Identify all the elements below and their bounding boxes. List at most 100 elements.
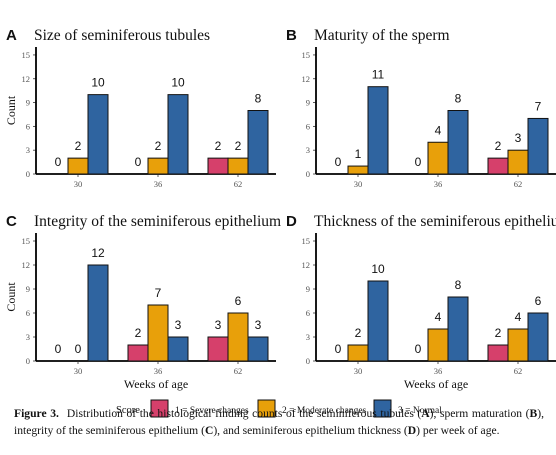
panel-label: C xyxy=(6,213,17,230)
bar-moderate xyxy=(147,157,169,175)
data-label: 3 xyxy=(515,131,522,145)
bar-severe xyxy=(127,344,149,362)
legend-swatch-moderate xyxy=(257,399,276,418)
y-tick-label: 6 xyxy=(306,308,310,318)
bar-severe xyxy=(487,344,509,362)
data-label: 10 xyxy=(171,76,185,90)
bar-normal xyxy=(167,94,189,175)
legend-swatch-normal xyxy=(373,399,392,418)
caption-text-2: ), sperm maturation ( xyxy=(429,407,530,420)
data-label: 0 xyxy=(135,155,142,169)
data-label: 0 xyxy=(415,155,422,169)
y-tick-label: 15 xyxy=(22,50,31,60)
data-label: 6 xyxy=(535,294,542,308)
data-label: 0 xyxy=(55,155,62,169)
y-tick-label: 0 xyxy=(306,356,310,366)
x-tick-label: 62 xyxy=(514,366,523,376)
x-tick-label: 30 xyxy=(354,366,363,376)
legend-item-moderate: 2 = Moderate changes xyxy=(282,406,367,416)
y-tick-label: 9 xyxy=(306,98,310,108)
bar-moderate xyxy=(507,149,529,175)
bar-moderate xyxy=(347,344,369,362)
data-label: 0 xyxy=(55,342,62,356)
legend-item-normal: 3 = Normal xyxy=(398,406,442,416)
y-tick-label: 9 xyxy=(26,98,30,108)
data-label: 8 xyxy=(455,278,462,292)
y-tick-label: 9 xyxy=(306,284,310,294)
legend-swatch-severe xyxy=(150,399,169,418)
legend-title: Score xyxy=(116,405,140,416)
panel-label: B xyxy=(286,27,297,44)
bar-moderate xyxy=(147,304,169,362)
bar-normal xyxy=(167,336,189,362)
x-tick-label: 36 xyxy=(154,366,163,376)
caption-text-3: ), integrity of the seminiferous epithel… xyxy=(14,407,544,438)
data-label: 0 xyxy=(75,342,82,356)
bar-normal xyxy=(447,296,469,362)
panel-title: Thickness of the seminiferous epithelium xyxy=(314,213,556,230)
bar-moderate xyxy=(347,165,369,175)
x-tick-label: 36 xyxy=(434,366,443,376)
x-tick-label: 62 xyxy=(234,366,243,376)
data-label: 3 xyxy=(175,318,182,332)
data-label: 2 xyxy=(215,139,222,153)
data-label: 2 xyxy=(495,139,502,153)
x-tick-label: 36 xyxy=(434,179,443,189)
panel-title: Maturity of the sperm xyxy=(314,27,450,44)
bar-severe xyxy=(487,157,509,175)
y-tick-label: 6 xyxy=(26,121,30,131)
x-tick-label: 30 xyxy=(74,179,83,189)
legend-item-severe: 1 = Severe changes xyxy=(175,406,249,416)
caption-label: Figure 3. xyxy=(14,407,59,420)
y-tick-label: 12 xyxy=(22,260,31,270)
bar-normal xyxy=(247,336,269,362)
data-label: 3 xyxy=(215,318,222,332)
y-tick-label: 12 xyxy=(302,260,311,270)
panel-title: Size of seminiferous tubules xyxy=(34,27,210,44)
y-tick-label: 15 xyxy=(22,236,31,246)
bar-moderate xyxy=(67,157,89,175)
data-label: 10 xyxy=(371,262,385,276)
bar-severe xyxy=(207,336,229,362)
y-tick-label: 15 xyxy=(302,236,311,246)
bar-normal xyxy=(447,110,469,175)
x-axis-label: Weeks of age xyxy=(124,377,188,391)
y-axis-label: Count xyxy=(4,282,18,312)
bar-normal xyxy=(527,312,549,362)
data-label: 2 xyxy=(155,139,162,153)
data-label: 0 xyxy=(415,342,422,356)
data-label: 8 xyxy=(455,92,462,106)
data-label: 7 xyxy=(535,99,542,113)
y-tick-label: 0 xyxy=(306,169,310,179)
y-tick-label: 15 xyxy=(302,50,311,60)
y-tick-label: 0 xyxy=(26,169,30,179)
data-label: 10 xyxy=(91,76,105,90)
data-label: 12 xyxy=(91,246,105,260)
bar-moderate xyxy=(227,157,249,175)
y-axis-label: Count xyxy=(4,95,18,125)
data-label: 4 xyxy=(435,310,442,324)
caption-ref-b: B xyxy=(529,407,538,420)
data-label: 11 xyxy=(372,68,385,82)
figure-caption: Figure 3. Distribution of the histologica… xyxy=(14,405,544,440)
bar-moderate xyxy=(507,328,529,362)
y-tick-label: 6 xyxy=(306,121,310,131)
data-label: 4 xyxy=(435,123,442,137)
caption-ref-c: C xyxy=(204,424,214,438)
data-label: 6 xyxy=(235,294,242,308)
caption-ref-a: A xyxy=(421,407,430,420)
bar-moderate xyxy=(427,141,449,175)
panel-title: Integrity of the seminiferous epithelium xyxy=(34,213,281,230)
y-tick-label: 3 xyxy=(26,332,30,342)
y-tick-label: 3 xyxy=(306,332,310,342)
panel-label: A xyxy=(6,27,17,44)
data-label: 2 xyxy=(75,139,82,153)
y-tick-label: 3 xyxy=(306,145,310,155)
x-axis-label: Weeks of age xyxy=(404,377,468,391)
bar-moderate xyxy=(227,312,249,362)
caption-ref-d: D xyxy=(407,424,417,438)
caption-text-1: Distribution of the histological finding… xyxy=(66,407,422,420)
y-tick-label: 12 xyxy=(22,74,31,84)
y-tick-label: 12 xyxy=(302,74,311,84)
